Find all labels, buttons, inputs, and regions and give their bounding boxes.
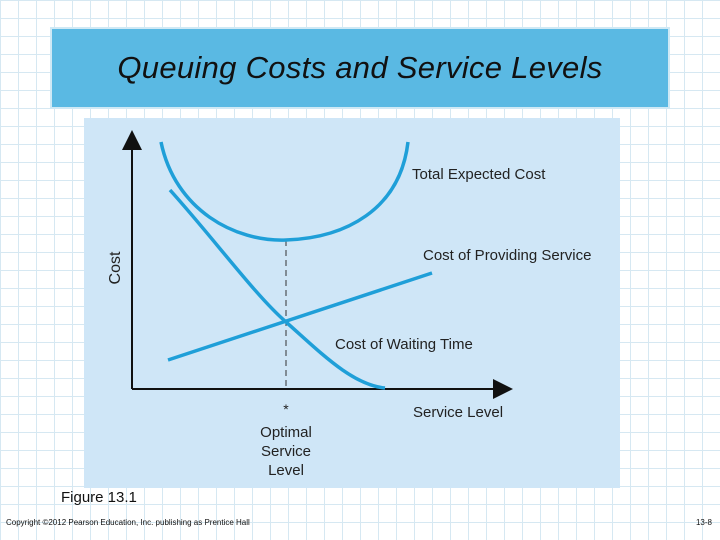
copyright-footer: Copyright ©2012 Pearson Education, Inc. … [6,518,250,527]
optimum-marker: * [283,401,289,417]
total-cost-label: Total Expected Cost [412,166,546,183]
x-axis-label: Service Level [413,404,503,421]
y-axis-label: Cost [107,251,124,284]
providing-cost-label: Cost of Providing Service [423,247,591,264]
optimum-label-line1: Optimal [260,424,312,441]
total-cost-curve [159,141,410,242]
waiting-cost-label: Cost of Waiting Time [335,336,473,353]
providing-cost-curve [167,271,433,362]
title-bar: Queuing Costs and Service Levels [50,27,670,109]
figure-caption: Figure 13.1 [61,489,137,506]
optimum-label-line3: Level [268,462,304,479]
optimum-label-line2: Service [261,443,311,460]
slide-title: Queuing Costs and Service Levels [117,50,603,85]
waiting-cost-curve [168,188,386,390]
page-number: 13-8 [695,518,712,527]
